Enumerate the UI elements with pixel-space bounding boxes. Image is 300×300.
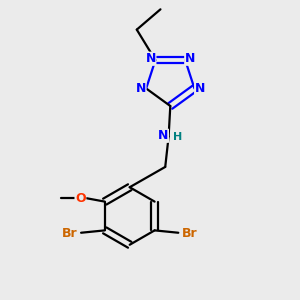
Text: Br: Br (62, 227, 78, 240)
Text: N: N (158, 129, 168, 142)
Text: N: N (136, 82, 146, 95)
Text: N: N (146, 52, 156, 65)
Text: H: H (173, 133, 182, 142)
Text: N: N (185, 52, 195, 65)
Text: Br: Br (182, 227, 197, 240)
Text: O: O (75, 192, 86, 205)
Text: N: N (195, 82, 205, 95)
